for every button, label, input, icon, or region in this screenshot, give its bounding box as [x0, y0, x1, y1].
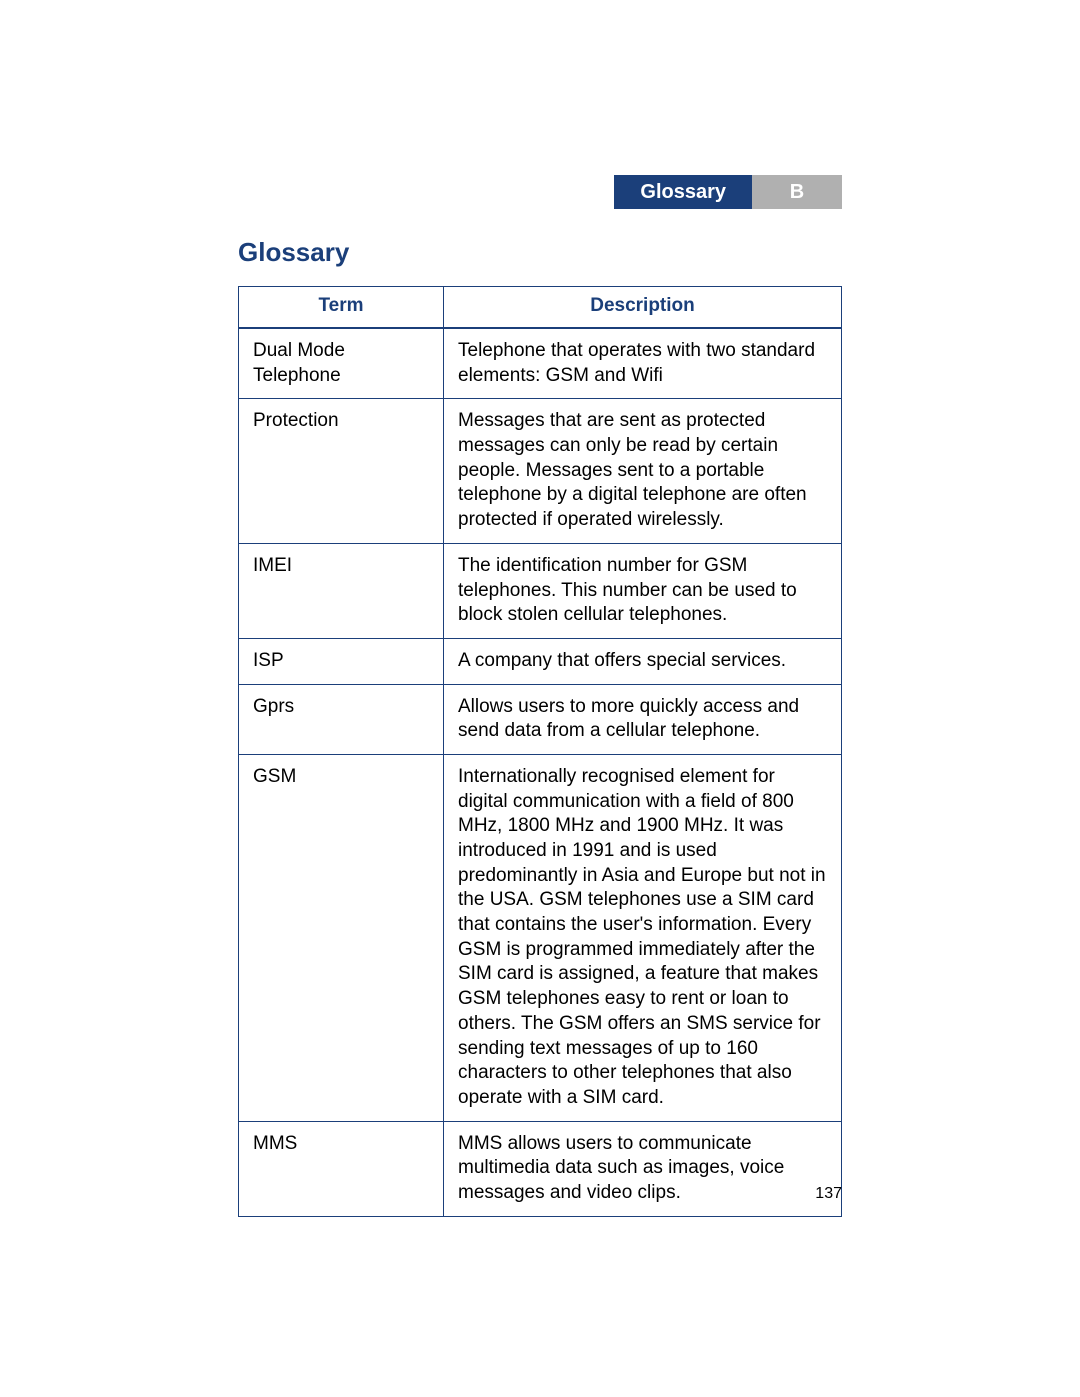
table-row: GSM Internationally recognised element f… [239, 754, 842, 1121]
table-row: IMEI The identification number for GSM t… [239, 543, 842, 638]
header-bar: Glossary B [238, 175, 842, 209]
description-cell: Telephone that operates with two standar… [444, 328, 842, 399]
column-header-term: Term [239, 287, 444, 329]
description-cell: The identification number for GSM teleph… [444, 543, 842, 638]
table-row: Gprs Allows users to more quickly access… [239, 684, 842, 754]
term-cell: Dual Mode Telephone [239, 328, 444, 399]
table-row: Dual Mode Telephone Telephone that opera… [239, 328, 842, 399]
term-cell: Gprs [239, 684, 444, 754]
table-header-row: Term Description [239, 287, 842, 329]
section-title: Glossary [238, 237, 842, 268]
description-cell: Allows users to more quickly access and … [444, 684, 842, 754]
term-cell: GSM [239, 754, 444, 1121]
description-cell: A company that offers special services. [444, 638, 842, 684]
column-header-description: Description [444, 287, 842, 329]
description-cell: Messages that are sent as protected mess… [444, 399, 842, 543]
table-row: MMS MMS allows users to communicate mult… [239, 1121, 842, 1216]
term-cell: ISP [239, 638, 444, 684]
page-content: Glossary B Glossary Term Description Dua… [238, 175, 842, 1217]
table-row: Protection Messages that are sent as pro… [239, 399, 842, 543]
term-cell: MMS [239, 1121, 444, 1216]
description-cell: MMS allows users to communicate multimed… [444, 1121, 842, 1216]
term-cell: IMEI [239, 543, 444, 638]
table-row: ISP A company that offers special servic… [239, 638, 842, 684]
term-cell: Protection [239, 399, 444, 543]
page-number: 137 [815, 1185, 842, 1203]
glossary-table: Term Description Dual Mode Telephone Tel… [238, 286, 842, 1217]
header-appendix: B [752, 175, 842, 209]
description-cell: Internationally recognised element for d… [444, 754, 842, 1121]
header-title: Glossary [614, 175, 752, 209]
